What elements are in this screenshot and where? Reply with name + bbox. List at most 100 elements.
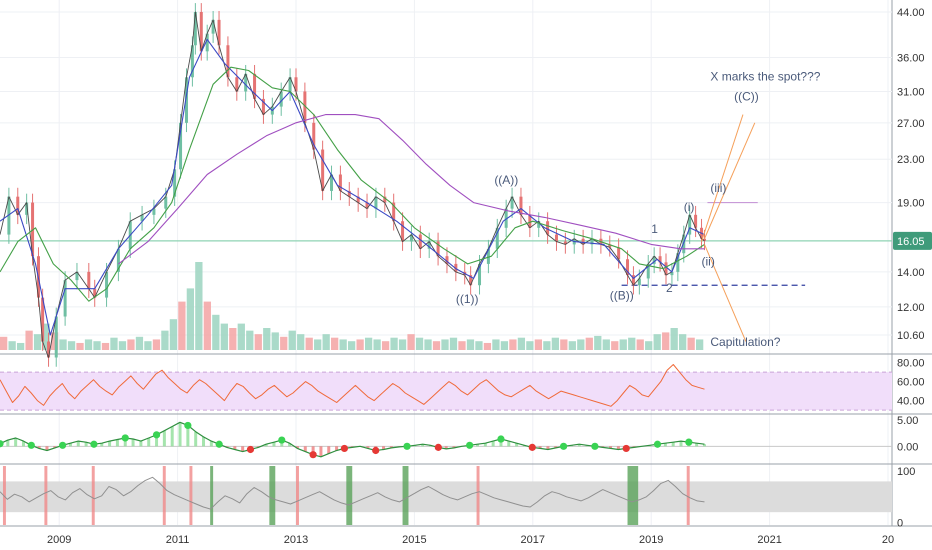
x-tick-label: 2015: [402, 534, 426, 546]
price-candle: [664, 262, 668, 276]
y-tick-label: 10.60: [897, 330, 925, 342]
oscillator-point: [591, 442, 599, 450]
price-candle: [658, 256, 662, 263]
volume-bar: [356, 339, 364, 350]
price-candle: [93, 288, 97, 298]
oscillator-bar: [264, 444, 268, 447]
volume-bar: [373, 339, 381, 350]
x-tick-label: 2017: [521, 534, 545, 546]
volume-bar: [118, 341, 127, 350]
price-candle: [688, 214, 692, 235]
volume-bar: [331, 337, 339, 350]
oscillator-bar: [21, 441, 25, 447]
rsi-band: [0, 372, 892, 411]
oscillator-point: [622, 444, 630, 453]
cycle-tick-label: 0: [897, 517, 903, 529]
volume-bar: [67, 341, 76, 350]
volume-bar: [619, 339, 627, 350]
volume-bar: [526, 341, 534, 350]
volume-bar: [679, 334, 687, 350]
price-candle: [356, 196, 360, 203]
volume-bar: [186, 288, 195, 350]
oscillator-point: [90, 440, 98, 448]
volume-bar: [254, 334, 262, 350]
price-candle: [54, 316, 58, 358]
volume-bar: [297, 334, 305, 350]
oscillator-bar: [327, 446, 331, 454]
oscillator-bar: [311, 446, 315, 455]
oscillator-bar: [366, 446, 370, 449]
oscillator-point: [372, 446, 380, 455]
volume-bar: [636, 339, 644, 350]
price-candle: [184, 77, 188, 123]
price-candle: [495, 227, 499, 249]
price-candle: [41, 297, 45, 342]
price-candle: [637, 278, 641, 286]
wave-annotation: Capitulation?: [710, 335, 780, 349]
oscillator-bar: [382, 446, 386, 450]
oscillator-bar: [53, 446, 57, 448]
price-candle: [16, 196, 20, 215]
oscillator-bar: [14, 437, 18, 447]
oscillator-bar: [84, 442, 88, 447]
oscillator-bar: [162, 430, 166, 447]
volume-bar: [135, 336, 144, 350]
price-candle: [152, 208, 156, 215]
oscillator-bar: [123, 437, 127, 447]
oscillator-bar: [108, 441, 112, 447]
last-price-tag: [893, 231, 932, 250]
volume-bar: [551, 337, 559, 350]
price-candle: [87, 271, 91, 289]
oscillator-bar: [671, 442, 675, 447]
x-tick-label: 2009: [47, 534, 71, 546]
volume-bar: [594, 335, 602, 350]
volume-bar: [0, 336, 8, 350]
price-axis: 10.60 12.00 14.00 19.00 23.00 27.00 31.00 36.00…: [893, 7, 932, 529]
price-candle: [226, 45, 230, 78]
volume-bar: [84, 339, 93, 350]
price-candle: [418, 234, 422, 249]
oscillator-point: [528, 443, 536, 451]
projection-line: [704, 244, 747, 342]
y-tick-label: 36.00: [897, 53, 925, 65]
oscillator-bar: [303, 446, 307, 452]
cycle-zone: [189, 466, 193, 525]
volume-bar: [288, 330, 296, 350]
oscillator-bar: [147, 437, 151, 447]
y-tick-label: 19.00: [897, 198, 925, 210]
x-tick-label: 2021: [757, 534, 781, 546]
price-candle: [581, 238, 585, 245]
price-candle: [528, 214, 532, 228]
oscillator-point: [152, 431, 161, 439]
volume-bar: [534, 339, 543, 350]
volume-bar: [415, 337, 424, 350]
oscillator-point: [0, 440, 4, 448]
volume-bar: [25, 330, 33, 350]
price-candle: [288, 77, 292, 92]
volume-bar: [585, 337, 593, 350]
volume-bar: [543, 341, 551, 350]
volume-bar: [110, 337, 118, 350]
cycle-tick-label: 100: [897, 466, 915, 478]
oscillator-point: [559, 442, 568, 450]
price-candle: [217, 19, 221, 46]
volume-bar: [424, 339, 432, 350]
wave-annotation: ((B)): [610, 288, 634, 302]
price-candle: [486, 248, 490, 264]
oscillator-bar: [155, 434, 159, 447]
price-candle: [31, 202, 35, 257]
price-candle: [436, 241, 440, 257]
price-candle: [75, 271, 79, 281]
time-axis: 2009 2011 2013 2015 2017 2019 2021 20: [47, 534, 894, 546]
price-candle: [546, 221, 550, 235]
oscillator-point: [27, 441, 35, 449]
price-candle: [179, 122, 183, 170]
volume-bar: [8, 341, 16, 350]
price-candle: [563, 241, 567, 245]
ma_slow-series-line: [118, 114, 705, 265]
volume-bar: [449, 337, 458, 350]
price-candle: [454, 263, 458, 272]
volume-bar: [76, 342, 84, 350]
volume-bar: [101, 342, 110, 350]
